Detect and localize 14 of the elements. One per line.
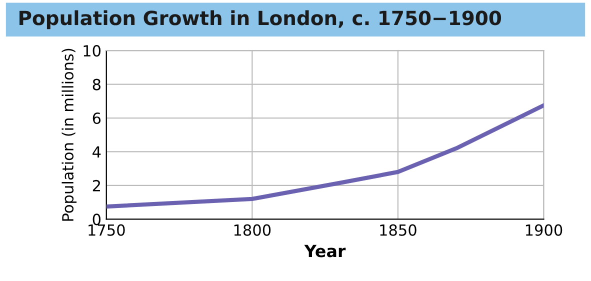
y-tick-label: 2 bbox=[92, 180, 100, 192]
line-series bbox=[106, 103, 544, 209]
x-axis-title: Year bbox=[304, 244, 346, 258]
x-tick-label: 1750 bbox=[88, 224, 125, 236]
y-axis-title: Population (in millions) bbox=[62, 48, 77, 221]
chart-title: Population Growth in London, c. 1750−1900 bbox=[20, 10, 502, 30]
x-tick-label: 1850 bbox=[380, 224, 416, 236]
y-tick-label: 8 bbox=[92, 78, 100, 90]
y-tick-label: 0 bbox=[92, 214, 101, 226]
x-tick-label: 1900 bbox=[526, 224, 562, 236]
y-tick-label: 6 bbox=[92, 112, 101, 124]
y-tick-label: 4 bbox=[92, 146, 101, 158]
y-tick-label: 10 bbox=[84, 45, 101, 57]
x-tick-label: 1800 bbox=[234, 224, 271, 236]
